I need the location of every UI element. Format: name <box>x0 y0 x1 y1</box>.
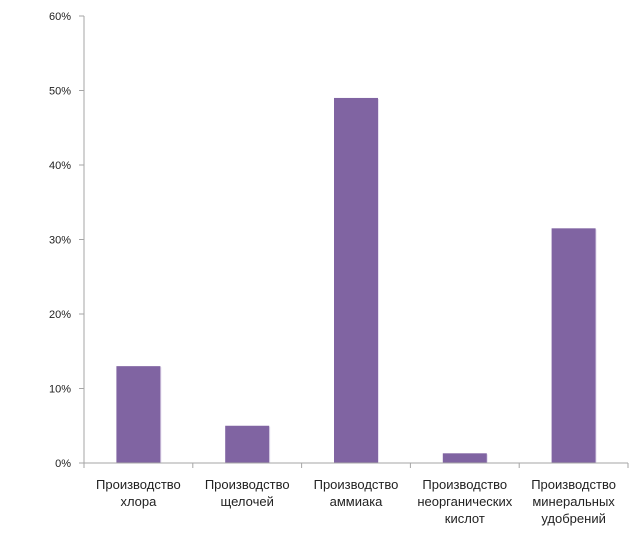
y-tick-label: 50% <box>49 86 71 98</box>
y-tick-label: 20% <box>49 309 71 321</box>
x-category-label: Производство минеральных удобрений <box>531 477 616 526</box>
y-tick-label: 10% <box>49 384 71 396</box>
x-category-label-line: Производство <box>96 477 181 492</box>
y-tick-label: 40% <box>49 160 71 172</box>
x-category-label-line: Производство <box>422 477 507 492</box>
x-category-label: Производство аммиака <box>314 477 399 509</box>
x-category-label-line: удобрений <box>541 511 606 526</box>
y-axis: 0% 10% 20% 30% 40% 50% 60% <box>49 11 85 470</box>
x-category-label: Производство неорганических кислот <box>417 477 512 526</box>
x-category-label-line: щелочей <box>221 494 274 509</box>
bar <box>116 366 161 463</box>
bar <box>225 425 270 463</box>
x-category-label-line: неорганических <box>417 494 512 509</box>
x-category-label-line: хлора <box>120 494 157 509</box>
x-category-label-line: Производство <box>205 477 290 492</box>
bar <box>551 228 596 463</box>
y-tick-label: 60% <box>49 11 71 23</box>
bars <box>116 97 597 463</box>
x-category-label-line: Производство <box>314 477 399 492</box>
bar <box>442 453 487 463</box>
x-category-label: Производство хлора <box>96 477 181 509</box>
x-category-label-line: аммиака <box>330 494 384 509</box>
bar <box>334 97 378 463</box>
x-category-label-line: кислот <box>445 511 485 526</box>
x-category-label-line: Производство <box>531 477 616 492</box>
x-category-label: Производство щелочей <box>205 477 290 509</box>
y-tick-label: 0% <box>55 458 71 470</box>
x-category-label-line: минеральных <box>532 494 615 509</box>
y-tick-label: 30% <box>49 235 71 247</box>
